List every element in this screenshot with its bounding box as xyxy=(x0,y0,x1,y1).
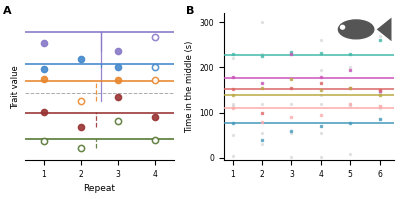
Y-axis label: Trait value: Trait value xyxy=(11,65,20,109)
Text: B: B xyxy=(186,6,194,16)
Text: A: A xyxy=(3,6,12,16)
Y-axis label: Time in the middle (s): Time in the middle (s) xyxy=(185,41,194,133)
X-axis label: Repeat: Repeat xyxy=(84,184,116,193)
